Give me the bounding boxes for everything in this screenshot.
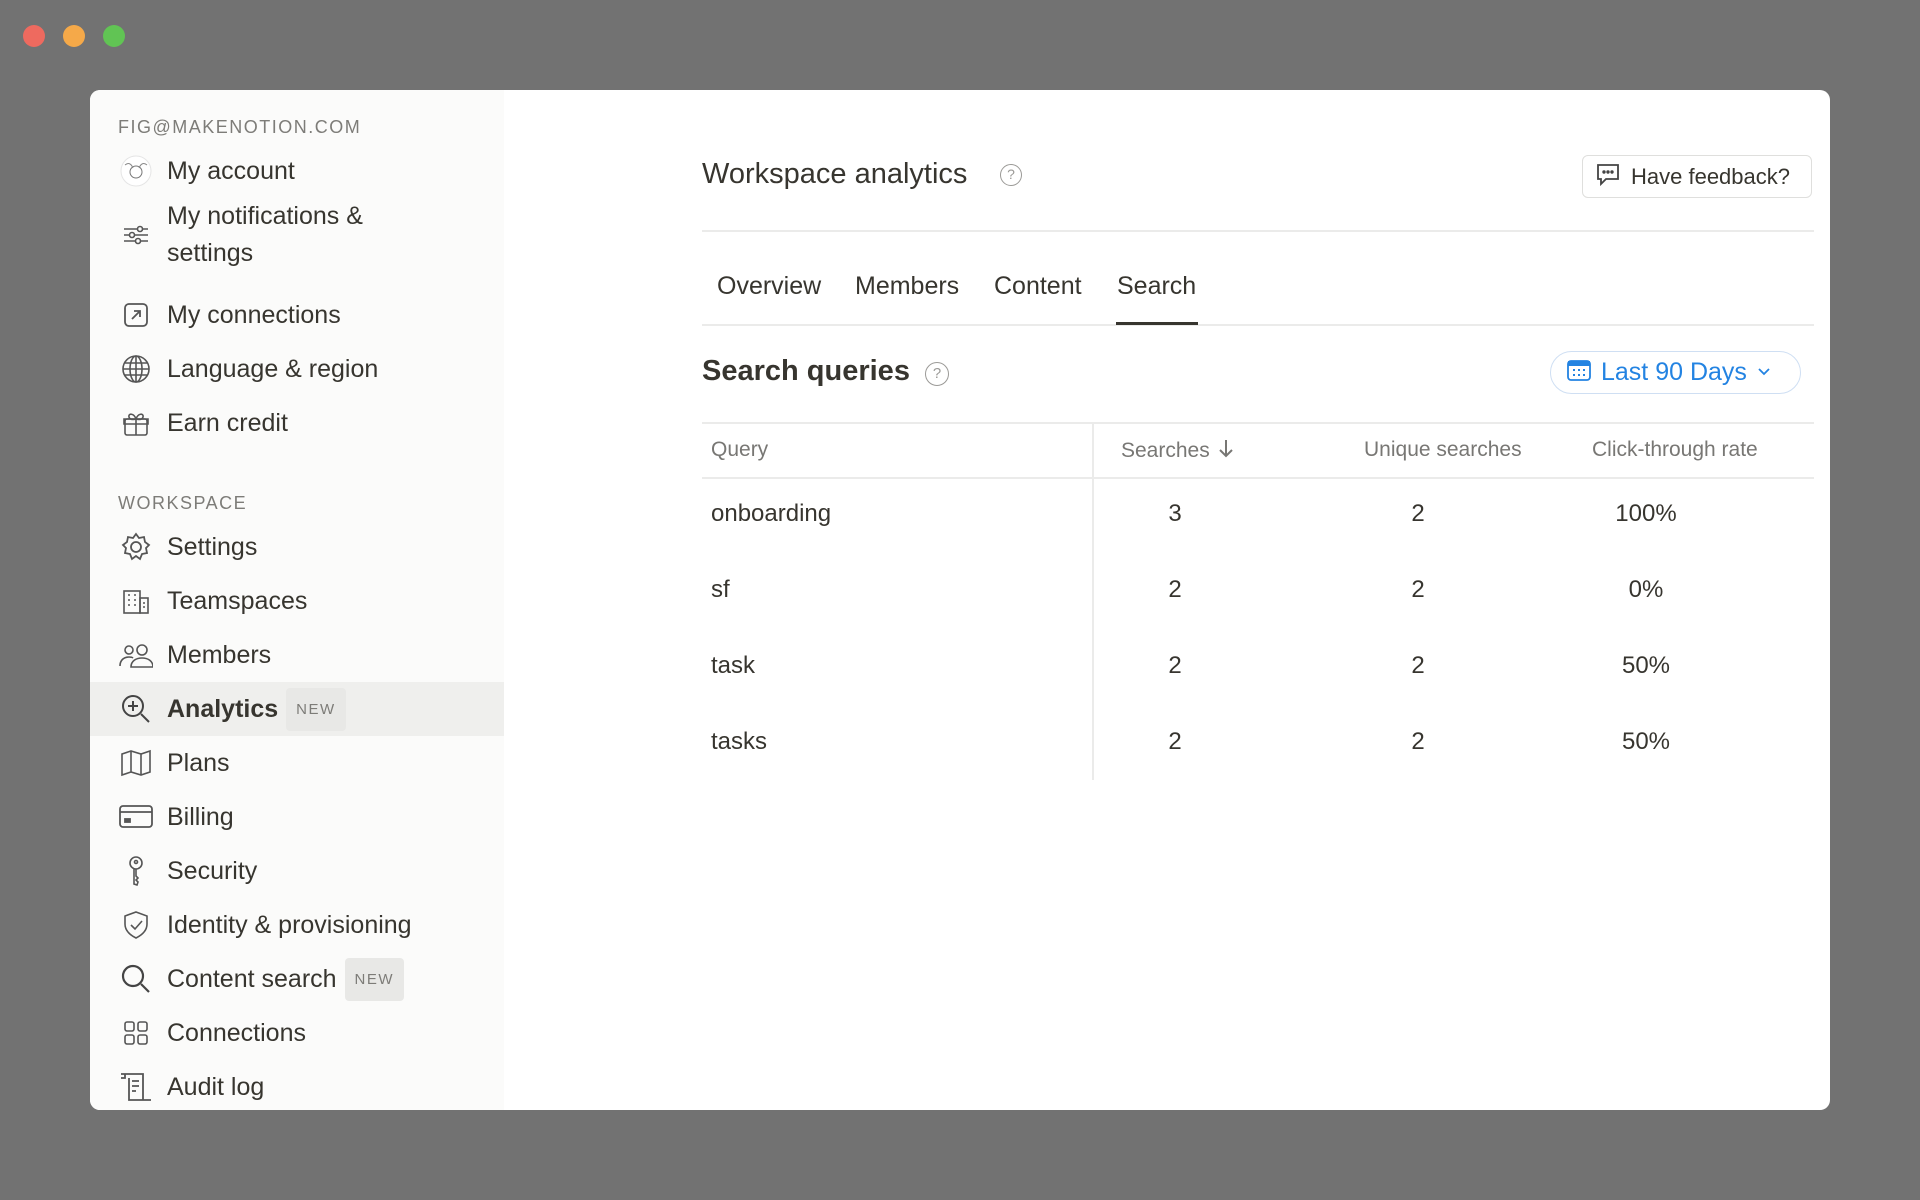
shield-check-icon (119, 908, 153, 942)
help-icon[interactable]: ? (925, 362, 949, 386)
sidebar-item-label: Content search (167, 964, 337, 993)
sidebar: FIG@MAKENOTION.COM My account My notific… (90, 90, 504, 1110)
cell-unique: 2 (1411, 728, 1425, 755)
arrow-down-icon (1218, 438, 1234, 464)
main-content: Workspace analytics ? Have feedback? Ove… (504, 90, 1830, 1110)
close-window-button[interactable] (23, 25, 45, 47)
sidebar-item-label: Analytics (167, 694, 279, 723)
sidebar-item-audit-log[interactable]: Audit log (90, 1060, 504, 1110)
cell-searches: 2 (1168, 652, 1182, 679)
scroll-icon (119, 1070, 153, 1104)
avatar (119, 154, 153, 188)
sidebar-item-language-region[interactable]: Language & region (90, 342, 504, 396)
cell-unique: 2 (1411, 500, 1425, 527)
help-icon[interactable]: ? (1000, 164, 1022, 186)
cell-ctr: 100% (1615, 500, 1677, 527)
calendar-icon (1567, 358, 1591, 387)
tab-members[interactable]: Members (855, 272, 960, 300)
key-icon (119, 854, 153, 888)
globe-icon (119, 352, 153, 386)
people-icon (119, 638, 153, 672)
sidebar-item-my-connections[interactable]: My connections (90, 288, 504, 342)
table-top-border (702, 422, 1814, 424)
tab-search[interactable]: Search (1117, 272, 1197, 300)
gift-icon (119, 406, 153, 440)
cell-query: sf (711, 576, 730, 603)
tabs-divider (702, 324, 1814, 326)
cell-unique: 2 (1411, 576, 1425, 603)
chat-bubble-icon (1595, 161, 1621, 192)
sidebar-item-content-search[interactable]: Content search NEW (90, 952, 504, 1006)
date-range-label: Last 90 Days (1601, 358, 1747, 386)
arrow-up-right-square-icon (119, 298, 153, 332)
sidebar-item-members[interactable]: Members (90, 628, 504, 682)
building-icon (119, 584, 153, 618)
section-title: Search queries (702, 355, 910, 387)
map-icon (119, 746, 153, 780)
search-icon (119, 962, 153, 996)
workspace-section-label: WORKSPACE (118, 493, 248, 513)
account-section-label: FIG@MAKENOTION.COM (118, 117, 362, 137)
page-title: Workspace analytics (702, 158, 968, 190)
cell-query: task (711, 652, 756, 679)
sidebar-item-security[interactable]: Security (90, 844, 504, 898)
sidebar-item-settings[interactable]: Settings (90, 520, 504, 574)
sidebar-item-identity-provisioning[interactable]: Identity & provisioning (90, 898, 504, 952)
sidebar-item-connections[interactable]: Connections (90, 1006, 504, 1060)
cell-query: tasks (711, 728, 768, 755)
gear-icon (119, 530, 153, 564)
tab-content[interactable]: Content (994, 272, 1082, 300)
sidebar-item-analytics[interactable]: Analytics NEW (90, 682, 504, 736)
cell-searches: 2 (1168, 576, 1182, 603)
cell-ctr: 50% (1621, 652, 1671, 679)
cell-searches: 3 (1168, 500, 1182, 527)
sidebar-item-billing[interactable]: Billing (90, 790, 504, 844)
maximize-window-button[interactable] (103, 25, 125, 47)
column-header-unique-searches[interactable]: Unique searches (1364, 438, 1522, 461)
column-header-click-through-rate[interactable]: Click-through rate (1592, 438, 1758, 461)
cell-unique: 2 (1411, 652, 1425, 679)
sliders-icon (119, 218, 153, 252)
tab-overview[interactable]: Overview (717, 272, 822, 300)
cell-ctr: 0% (1628, 576, 1664, 603)
column-header-searches[interactable]: Searches (1121, 438, 1234, 464)
analytics-search-icon (119, 692, 153, 726)
sidebar-item-earn-credit[interactable]: Earn credit (90, 396, 504, 450)
minimize-window-button[interactable] (63, 25, 85, 47)
column-divider (1092, 423, 1094, 780)
settings-window: FIG@MAKENOTION.COM My account My notific… (90, 90, 1830, 1110)
feedback-button[interactable]: Have feedback? (1582, 155, 1812, 198)
sidebar-item-plans[interactable]: Plans (90, 736, 504, 790)
feedback-label: Have feedback? (1631, 163, 1790, 189)
grid-icon (119, 1016, 153, 1050)
sidebar-item-notifications[interactable]: My notifications & settings (90, 198, 504, 272)
sidebar-item-my-account[interactable]: My account (90, 144, 504, 198)
cell-query: onboarding (711, 500, 832, 527)
cell-searches: 2 (1168, 728, 1182, 755)
active-tab-indicator (1116, 322, 1198, 325)
chevron-down-icon (1757, 364, 1771, 382)
date-range-dropdown[interactable]: Last 90 Days (1550, 351, 1801, 394)
table-header-border (702, 477, 1814, 479)
column-header-query[interactable]: Query (711, 438, 769, 461)
sidebar-item-teamspaces[interactable]: Teamspaces (90, 574, 504, 628)
cell-ctr: 50% (1621, 728, 1671, 755)
credit-card-icon (119, 800, 153, 834)
new-badge: NEW (344, 957, 405, 1001)
column-header-label: Searches (1121, 439, 1210, 462)
header-divider (702, 230, 1814, 232)
new-badge: NEW (286, 687, 346, 731)
